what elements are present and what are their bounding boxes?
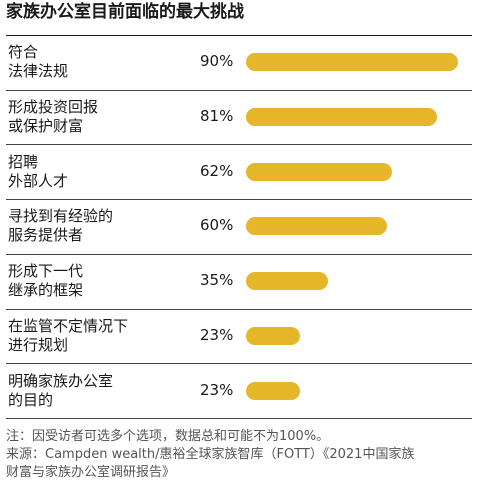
- category-label-line: 或保护财富: [8, 117, 84, 136]
- bar: [246, 272, 329, 291]
- category-label-line: 在监管不定情况下: [8, 316, 129, 335]
- row-divider: [6, 144, 472, 146]
- category-label-line: 外部人才: [8, 171, 69, 190]
- value-label: 62%: [200, 161, 234, 180]
- chart-title: 家族办公室目前面临的最大挑战: [6, 2, 244, 22]
- category-label-line: 进行规划: [8, 335, 69, 354]
- top-rule: [6, 35, 472, 36]
- value-label: 81%: [200, 107, 234, 126]
- category-label: 形成投资回报 或保护财富: [8, 98, 98, 136]
- category-label-line: 寻找到有经验的: [8, 207, 114, 226]
- category-label: 招聘 外部人才: [8, 153, 68, 191]
- value-label: 90%: [200, 52, 234, 71]
- bar: [246, 108, 437, 127]
- category-label: 符合 法律法规: [8, 43, 68, 81]
- category-label-line: 明确家族办公室: [8, 371, 114, 390]
- value-label: 60%: [200, 216, 234, 235]
- category-label-line: 形成投资回报: [8, 98, 99, 117]
- category-label-line: 服务提供者: [8, 226, 84, 245]
- row-divider: [6, 199, 472, 201]
- row-divider: [6, 417, 472, 419]
- footnote-line: 来源：Campden wealth/惠裕全球家族智库（FOTT）《2021中国家…: [6, 446, 415, 462]
- category-label-line: 继承的框架: [8, 281, 84, 300]
- footnote-line: 注：因受访者可选多个选项，数据总和可能不为100%。: [6, 428, 330, 444]
- bar: [246, 381, 301, 400]
- value-label: 23%: [200, 325, 234, 344]
- row-divider: [6, 89, 472, 91]
- category-label: 在监管不定情况下 进行规划: [8, 317, 128, 355]
- footnote-line: 财富与家族办公室调研报告》: [6, 464, 176, 480]
- category-label: 形成下一代 继承的框架: [8, 262, 83, 300]
- row-divider: [6, 363, 472, 365]
- category-label-line: 符合: [8, 43, 39, 62]
- row-divider: [6, 253, 472, 255]
- row-divider: [6, 308, 472, 310]
- bar: [246, 326, 301, 345]
- value-label: 23%: [200, 380, 234, 399]
- bar: [246, 217, 388, 236]
- category-label-line: 形成下一代: [8, 262, 84, 281]
- category-label-line: 招聘: [8, 152, 39, 171]
- bar: [246, 53, 458, 72]
- value-label: 35%: [200, 271, 234, 290]
- category-label-line: 法律法规: [8, 62, 69, 81]
- category-label-line: 的目的: [8, 390, 54, 409]
- category-label: 明确家族办公室 的目的: [8, 372, 113, 410]
- bar: [246, 162, 393, 181]
- category-label: 寻找到有经验的 服务提供者: [8, 207, 113, 245]
